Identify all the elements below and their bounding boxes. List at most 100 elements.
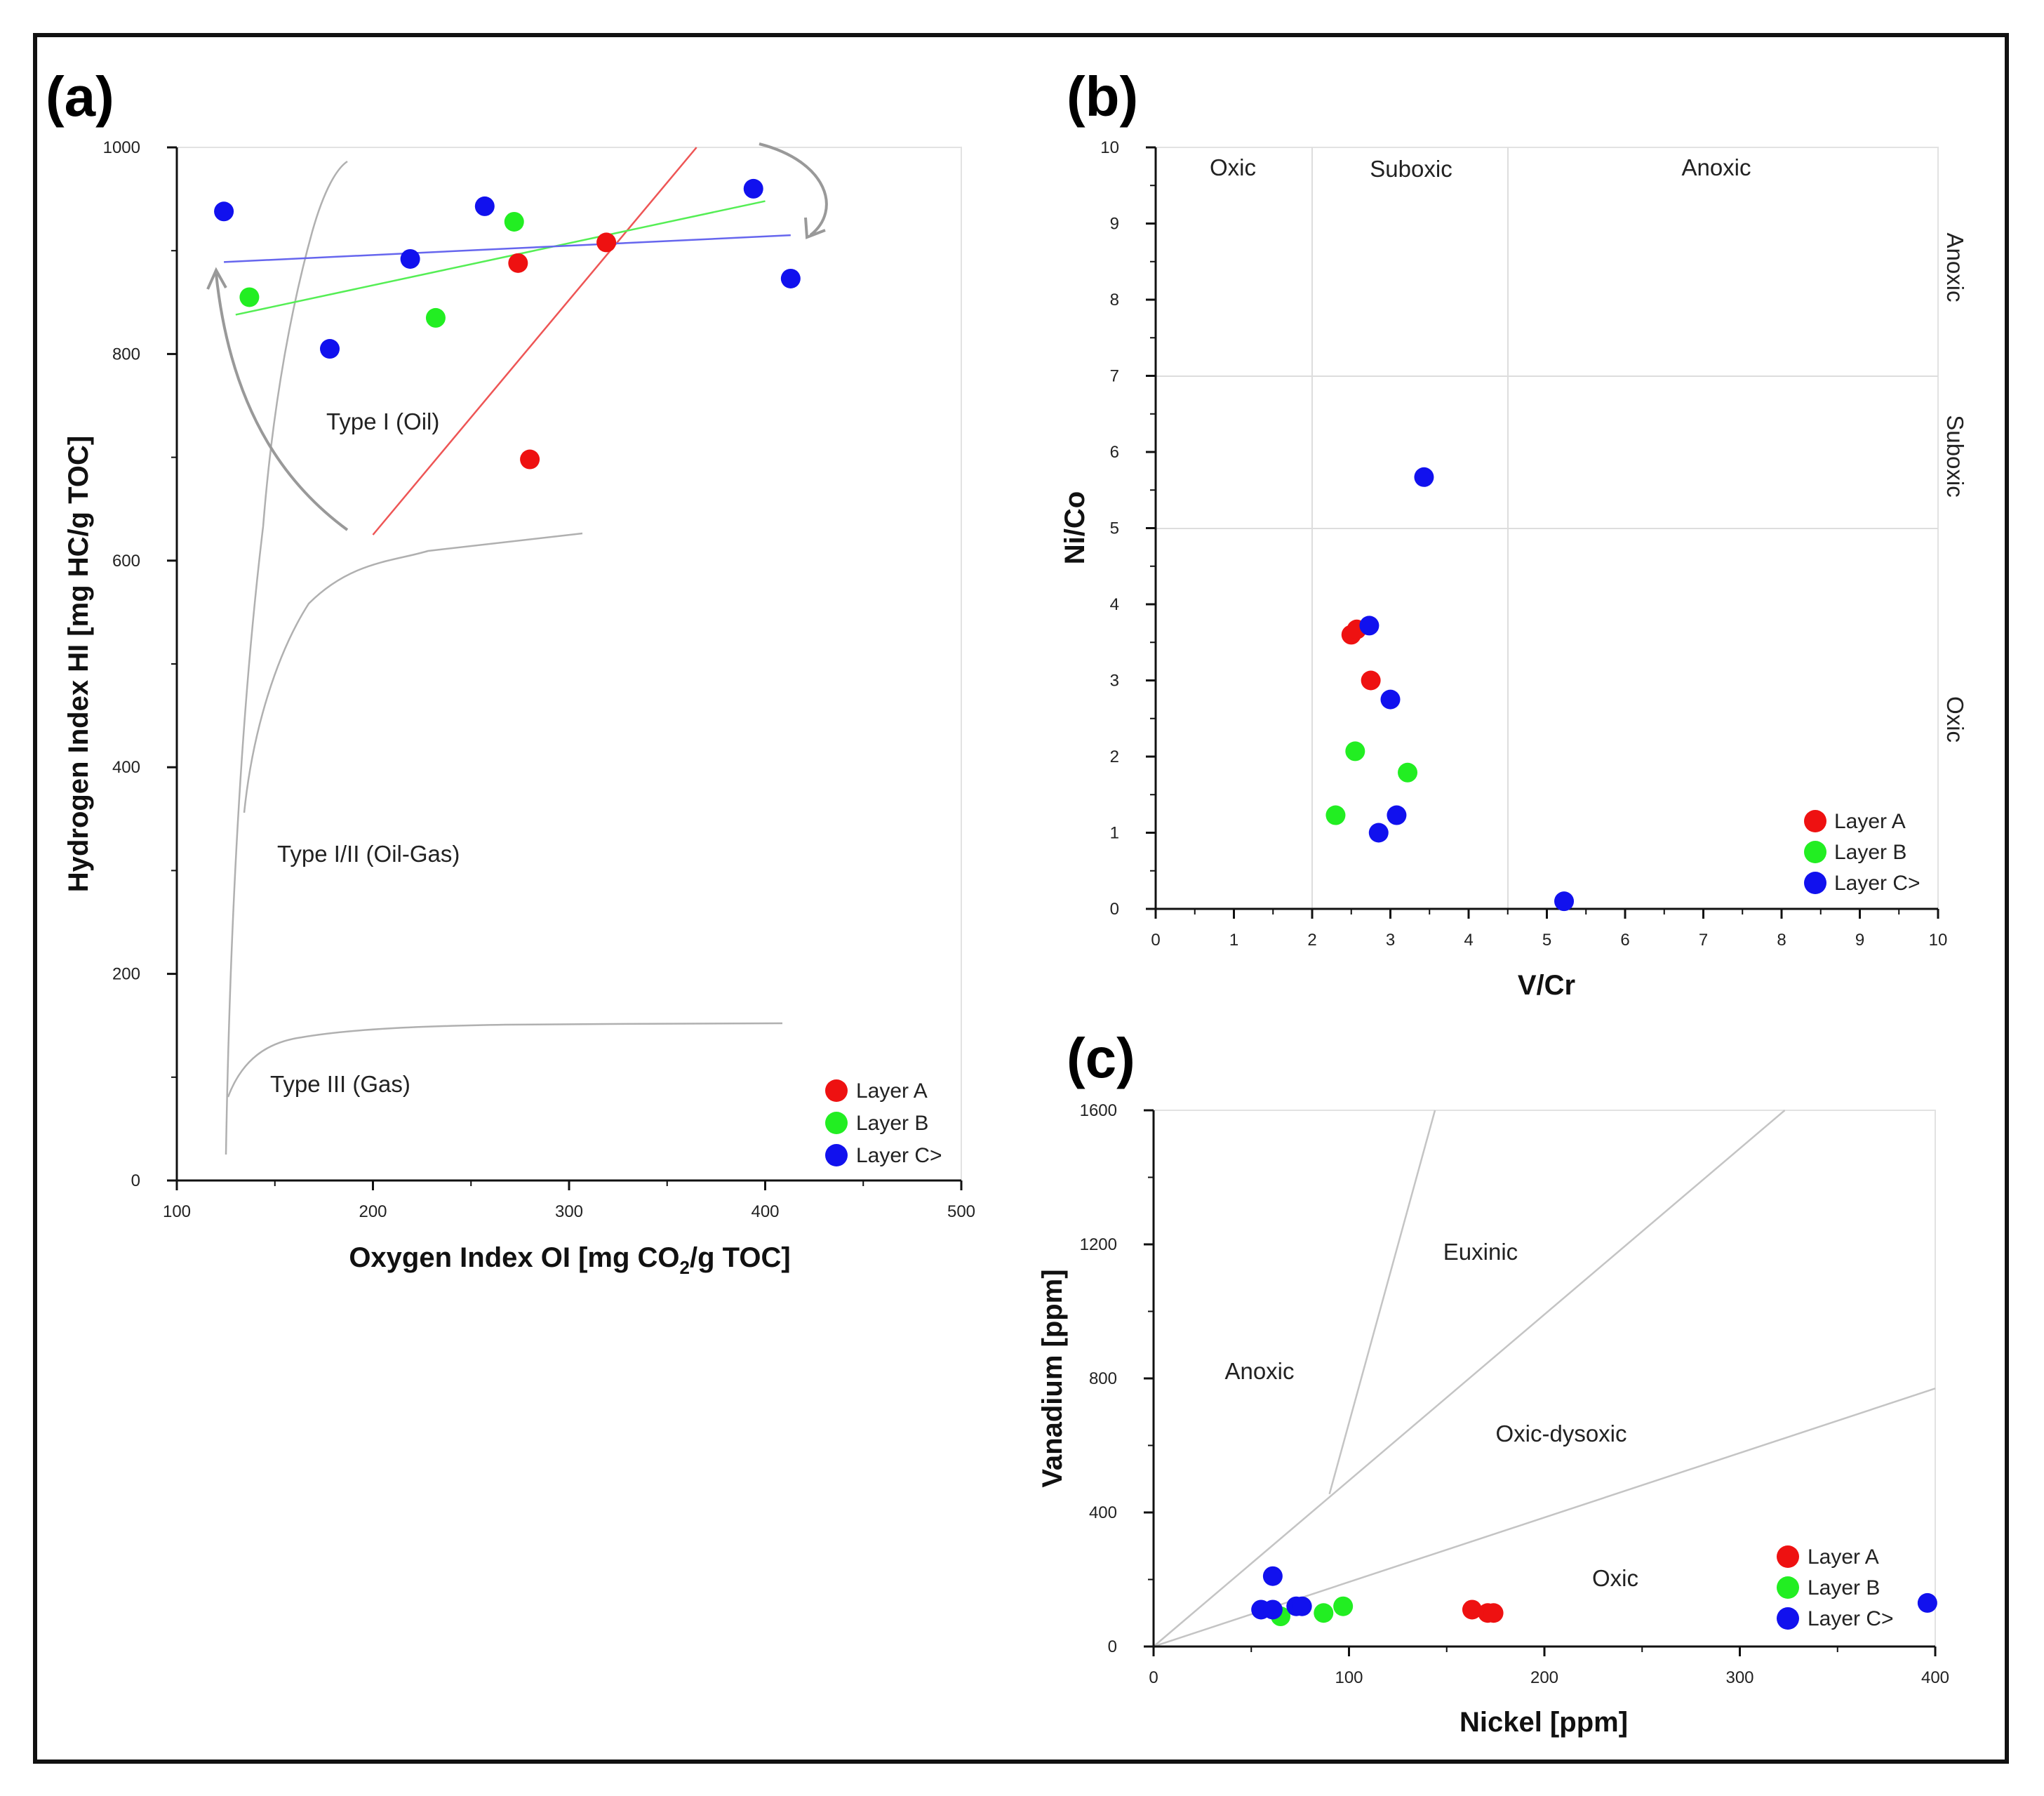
data-point-layer-c: [214, 201, 234, 222]
x-tick-label: 100: [163, 1202, 191, 1221]
panel-b-data-points: [1325, 467, 1575, 912]
data-point-layer-a: [520, 449, 540, 470]
panel-a-y-ticks: 0 200 400 600 800 1000: [103, 138, 177, 1190]
panel-c-y-ticks: 0 400 800 1200 1600: [1080, 1101, 1154, 1656]
legend-marker-layer-c: [1777, 1607, 1799, 1630]
data-point-layer-a: [508, 253, 528, 273]
trend-line-layer-a: [372, 147, 697, 536]
legend-marker-layer-c: [825, 1144, 848, 1166]
panel-a-x-ticks: 100 200 300 400 500: [163, 1180, 975, 1221]
y-tick-label: 6: [1110, 443, 1119, 462]
legend-marker-layer-a: [1804, 810, 1826, 832]
legend-label-layer-b: Layer B: [1808, 1576, 1880, 1599]
data-point-layer-c: [1262, 1599, 1283, 1620]
panel-a-label: (a): [46, 65, 114, 128]
legend-marker-layer-b: [1777, 1576, 1799, 1599]
legend-label-layer-c: Layer C>: [856, 1144, 942, 1167]
right-curved-arrow-icon: [759, 142, 828, 237]
x-tick-label: 5: [1542, 931, 1551, 950]
side-region-oxic: Oxic: [1942, 696, 1968, 743]
x-tick-label: 400: [1921, 1668, 1949, 1687]
data-point-layer-b: [239, 287, 260, 307]
y-tick-label: 1600: [1080, 1101, 1117, 1120]
panel-b-y-ticks: 0 1 2 3 4 5 6 7 8 9 10: [1100, 138, 1156, 919]
data-point-layer-c: [1414, 467, 1434, 487]
x-tick-label: 9: [1855, 931, 1864, 950]
panel-a-oxygen-hydrogen-index: (a) 100 200 300 400 500 0 200 400 600 800 1000 Ox…: [46, 65, 975, 1278]
legend-label-layer-a: Layer A: [1834, 810, 1906, 833]
panel-c-y-axis-title: Vanadium [ppm]: [1037, 1269, 1068, 1487]
panel-b-legend: Layer A Layer B Layer C>: [1804, 810, 1921, 895]
data-point-layer-c: [1917, 1592, 1937, 1613]
x-tick-label: 0: [1149, 1668, 1158, 1687]
top-region-anoxic: Anoxic: [1681, 154, 1751, 180]
region-type-i-ii-oil-gas: Type I/II (Oil-Gas): [277, 841, 460, 867]
x-tick-label: 200: [359, 1202, 387, 1221]
panel-a-trend-lines: [224, 147, 791, 536]
y-tick-label: 3: [1110, 672, 1119, 691]
region-oxic-dysoxic: Oxic-dysoxic: [1495, 1421, 1626, 1446]
panel-c-legend: Layer A Layer B Layer C>: [1777, 1545, 1894, 1630]
x-tick-label: 1: [1229, 931, 1238, 950]
y-tick-label: 200: [112, 965, 140, 984]
panel-c-x-axis-title: Nickel [ppm]: [1459, 1707, 1628, 1738]
side-region-anoxic: Anoxic: [1942, 232, 1968, 302]
y-tick-label: 1200: [1080, 1235, 1117, 1254]
boundary-line-2: [1328, 1110, 1436, 1495]
y-tick-label: 1: [1110, 824, 1119, 843]
legend-label-layer-a: Layer A: [856, 1079, 928, 1103]
x-tick-label: 0: [1151, 931, 1160, 950]
panel-c-boundary-lines: [1153, 1110, 1936, 1648]
right-arrow-head-icon: [804, 217, 826, 239]
y-tick-label: 9: [1110, 215, 1119, 234]
data-point-layer-c: [1387, 805, 1407, 825]
y-tick-label: 8: [1110, 291, 1119, 310]
legend-label-layer-a: Layer A: [1808, 1545, 1879, 1569]
panel-a-arrows: [206, 142, 828, 531]
panel-a-y-axis-title: Hydrogen Index HI [mg HC/g TOC]: [63, 436, 94, 892]
y-tick-label: 400: [1089, 1503, 1117, 1522]
data-point-layer-b: [1333, 1596, 1354, 1616]
data-point-layer-a: [1483, 1603, 1504, 1623]
panel-b-label: (b): [1067, 65, 1138, 128]
y-tick-label: 7: [1110, 367, 1119, 386]
x-tick-label: 6: [1620, 931, 1629, 950]
data-point-layer-a: [1462, 1599, 1482, 1620]
panel-a-type-curves: [225, 160, 783, 1155]
data-point-layer-c: [400, 248, 420, 269]
data-point-layer-c: [1380, 689, 1401, 710]
x-tick-label: 200: [1530, 1668, 1558, 1687]
region-oxic: Oxic: [1592, 1565, 1638, 1591]
legend-label-layer-c: Layer C>: [1808, 1607, 1894, 1630]
x-tick-label: 500: [947, 1202, 975, 1221]
data-point-layer-b: [1398, 762, 1418, 783]
y-tick-label: 4: [1110, 595, 1119, 614]
top-region-oxic: Oxic: [1210, 154, 1256, 180]
data-point-layer-c: [1262, 1566, 1283, 1586]
y-tick-label: 0: [131, 1171, 140, 1190]
boundary-line-1: [1153, 1110, 1786, 1647]
data-point-layer-c: [474, 196, 495, 216]
data-point-layer-c: [1368, 823, 1389, 843]
y-tick-label: 1000: [103, 138, 140, 157]
x-tick-label: 8: [1777, 931, 1786, 950]
data-point-layer-a: [596, 232, 617, 253]
data-point-layer-b: [1345, 741, 1365, 761]
type-i-boundary-curve: [225, 160, 348, 1155]
region-type-iii-gas: Type III (Gas): [270, 1071, 410, 1097]
y-tick-label: 400: [112, 758, 140, 777]
data-point-layer-c: [1292, 1596, 1312, 1616]
panel-b-region-grid: [1156, 147, 1938, 909]
panel-b-x-ticks: 0 1 2 3 4 5 6 7 8 9 10: [1151, 909, 1947, 950]
boundary-line-3: [1153, 1388, 1936, 1648]
y-tick-label: 10: [1100, 138, 1119, 157]
y-tick-label: 2: [1110, 747, 1119, 766]
panel-c-nickel-vanadium: (c) 0 100 200 300 400 0 400 800 1200 1600 Nickel…: [1037, 1027, 1949, 1738]
y-tick-label: 600: [112, 552, 140, 571]
panel-c-data-points: [1251, 1566, 1937, 1627]
x-tick-label: 4: [1464, 931, 1473, 950]
legend-marker-layer-b: [825, 1112, 848, 1134]
panel-a-data-points: [214, 178, 801, 470]
y-tick-label: 0: [1108, 1637, 1117, 1656]
